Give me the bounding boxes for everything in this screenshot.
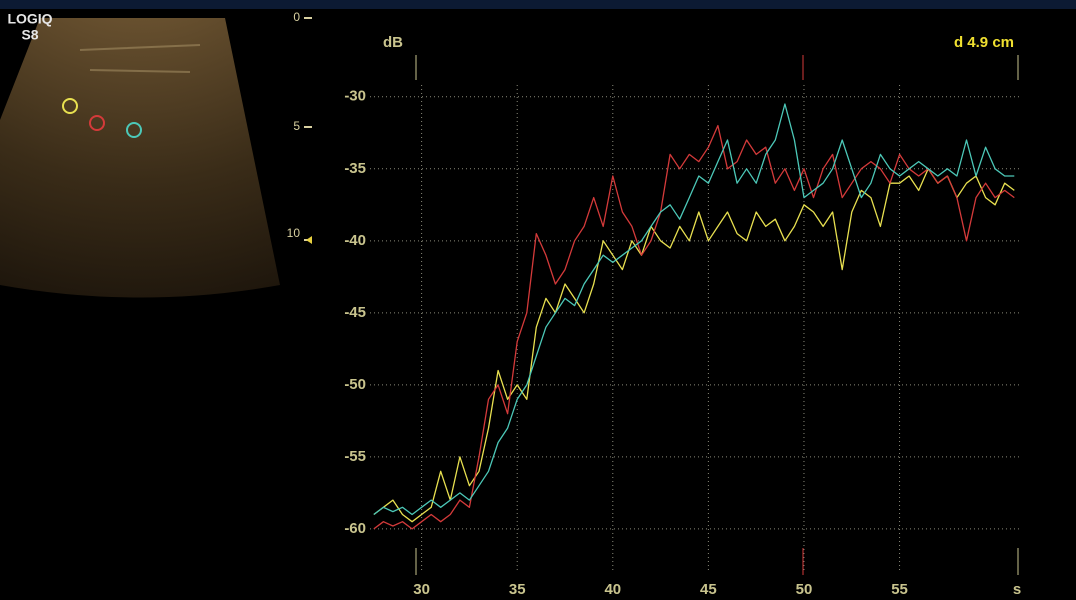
roi-yellow [62, 98, 78, 114]
tissue-echo [79, 44, 201, 73]
annotation: d 4.9 cm [954, 34, 1014, 51]
markers [415, 55, 1019, 575]
y-tick-label: -30 [344, 88, 366, 105]
ultrasound-image [0, 18, 280, 298]
y-tick-label: -40 [344, 232, 366, 249]
series-line [373, 103, 1015, 516]
x-tick-label: 50 [796, 581, 813, 598]
series-line [373, 168, 1015, 523]
device-name: LOGIQ [7, 11, 52, 27]
y-tick-label: -50 [344, 376, 366, 393]
roi-cyan [126, 122, 142, 138]
depth-scale: 0 5 10 [287, 10, 312, 244]
x-axis-label: s [1013, 581, 1021, 598]
series-line [373, 124, 1015, 530]
x-tick-label: 30 [413, 581, 430, 598]
y-tick-label: -45 [344, 304, 366, 321]
y-tick-label: -35 [344, 160, 366, 177]
x-tick-label: 40 [604, 581, 621, 598]
focus-marker [306, 236, 312, 244]
x-tick-label: 45 [700, 581, 717, 598]
y-tick-label: -55 [344, 448, 366, 465]
top-bar [0, 0, 1076, 9]
depth-label: 10 [287, 226, 301, 240]
depth-label: 5 [293, 119, 300, 133]
x-tick-label: 55 [891, 581, 908, 598]
y-tick-label: -60 [344, 520, 366, 537]
x-tick-label: 35 [509, 581, 526, 598]
roi-red [89, 115, 105, 131]
depth-label: 0 [293, 10, 300, 24]
y-axis-label: dB [383, 34, 403, 51]
device-model: S8 [21, 27, 38, 43]
